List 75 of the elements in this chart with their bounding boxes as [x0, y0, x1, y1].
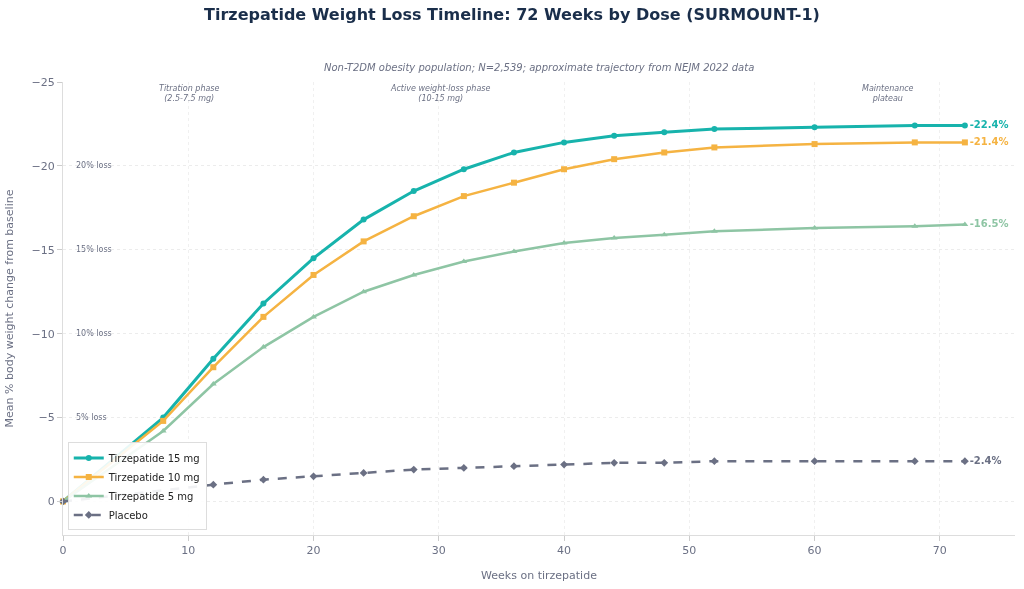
point: [210, 355, 217, 362]
point: [961, 221, 969, 227]
x-tick-label: 30: [431, 544, 446, 558]
annotation: Active weight-loss phase (10-15 mg): [390, 84, 491, 104]
point: [711, 125, 718, 132]
point: [561, 166, 568, 173]
point: [661, 149, 668, 156]
point: [310, 255, 317, 262]
point: [611, 132, 618, 139]
point: [360, 238, 367, 245]
point: [310, 271, 317, 278]
point: [460, 193, 467, 200]
annotation: 10% loss: [76, 329, 112, 338]
point: [510, 179, 517, 186]
data-label: -22.4%: [969, 119, 1009, 131]
x-tick-label: 70: [932, 544, 947, 558]
point: [810, 457, 819, 466]
y-tick-label: −25: [31, 75, 55, 89]
x-tick-label: 0: [59, 544, 67, 558]
y-tick-label: 0: [47, 495, 55, 509]
y-tick-label: −5: [38, 411, 55, 425]
annotation: Maintenance plateau: [862, 84, 914, 104]
point: [561, 139, 568, 146]
annotation: 5% loss: [76, 413, 107, 422]
point: [711, 144, 718, 151]
point: [359, 469, 368, 477]
annotation: 15% loss: [76, 245, 112, 254]
point: [510, 149, 517, 156]
x-tick-label: 20: [306, 544, 321, 558]
point: [610, 458, 619, 467]
point: [259, 475, 268, 484]
point: [911, 139, 918, 146]
y-tick-label: −20: [31, 159, 55, 173]
legend-label: Placebo: [108, 509, 148, 521]
point: [360, 216, 367, 223]
x-tick-label: 50: [682, 544, 697, 558]
point: [410, 188, 417, 195]
chart-subtitle: Non-T2DM obesity population; N=2,539; approximate trajectory from NEJM 2022 data: [324, 62, 755, 73]
point: [611, 156, 618, 163]
y-axis-title: Mean % body weight change from baseline: [3, 189, 17, 428]
point: [811, 124, 818, 131]
point: [309, 472, 318, 481]
point: [660, 458, 669, 467]
legend-label: Tirzepatide 15 mg: [107, 452, 200, 464]
annotation: 20% loss: [76, 161, 112, 170]
annotation: Titration phase (2.5-7.5 mg): [159, 84, 220, 104]
point: [260, 313, 267, 320]
point: [961, 139, 968, 146]
x-tick-label: 60: [807, 544, 822, 558]
data-label: -2.4%: [969, 454, 1002, 466]
point: [961, 122, 968, 129]
point: [260, 300, 267, 307]
point: [510, 462, 518, 471]
y-tick-label: −15: [31, 243, 55, 257]
legend-label: Tirzepatide 10 mg: [107, 471, 200, 483]
point: [560, 460, 568, 469]
point: [460, 166, 467, 173]
x-tick-label: 10: [181, 544, 196, 558]
data-label: -16.5%: [969, 218, 1009, 230]
chart-title: Tirzepatide Weight Loss Timeline: 72 Weeks by Dose (SURMOUNT-1): [204, 5, 820, 25]
x-tick-label: 40: [557, 544, 572, 558]
point: [210, 364, 217, 371]
point: [911, 122, 918, 129]
data-label: -21.4%: [969, 135, 1009, 147]
x-axis-title: Weeks on tirzepatide: [481, 569, 598, 583]
point: [410, 213, 417, 220]
point: [209, 480, 218, 489]
point: [409, 465, 418, 474]
point: [811, 141, 818, 148]
point: [710, 457, 719, 466]
point: [960, 457, 969, 466]
point: [360, 288, 368, 294]
legend-label: Tirzepatide 5 mg: [107, 490, 194, 502]
y-tick-label: −10: [31, 327, 55, 341]
point: [661, 129, 668, 136]
